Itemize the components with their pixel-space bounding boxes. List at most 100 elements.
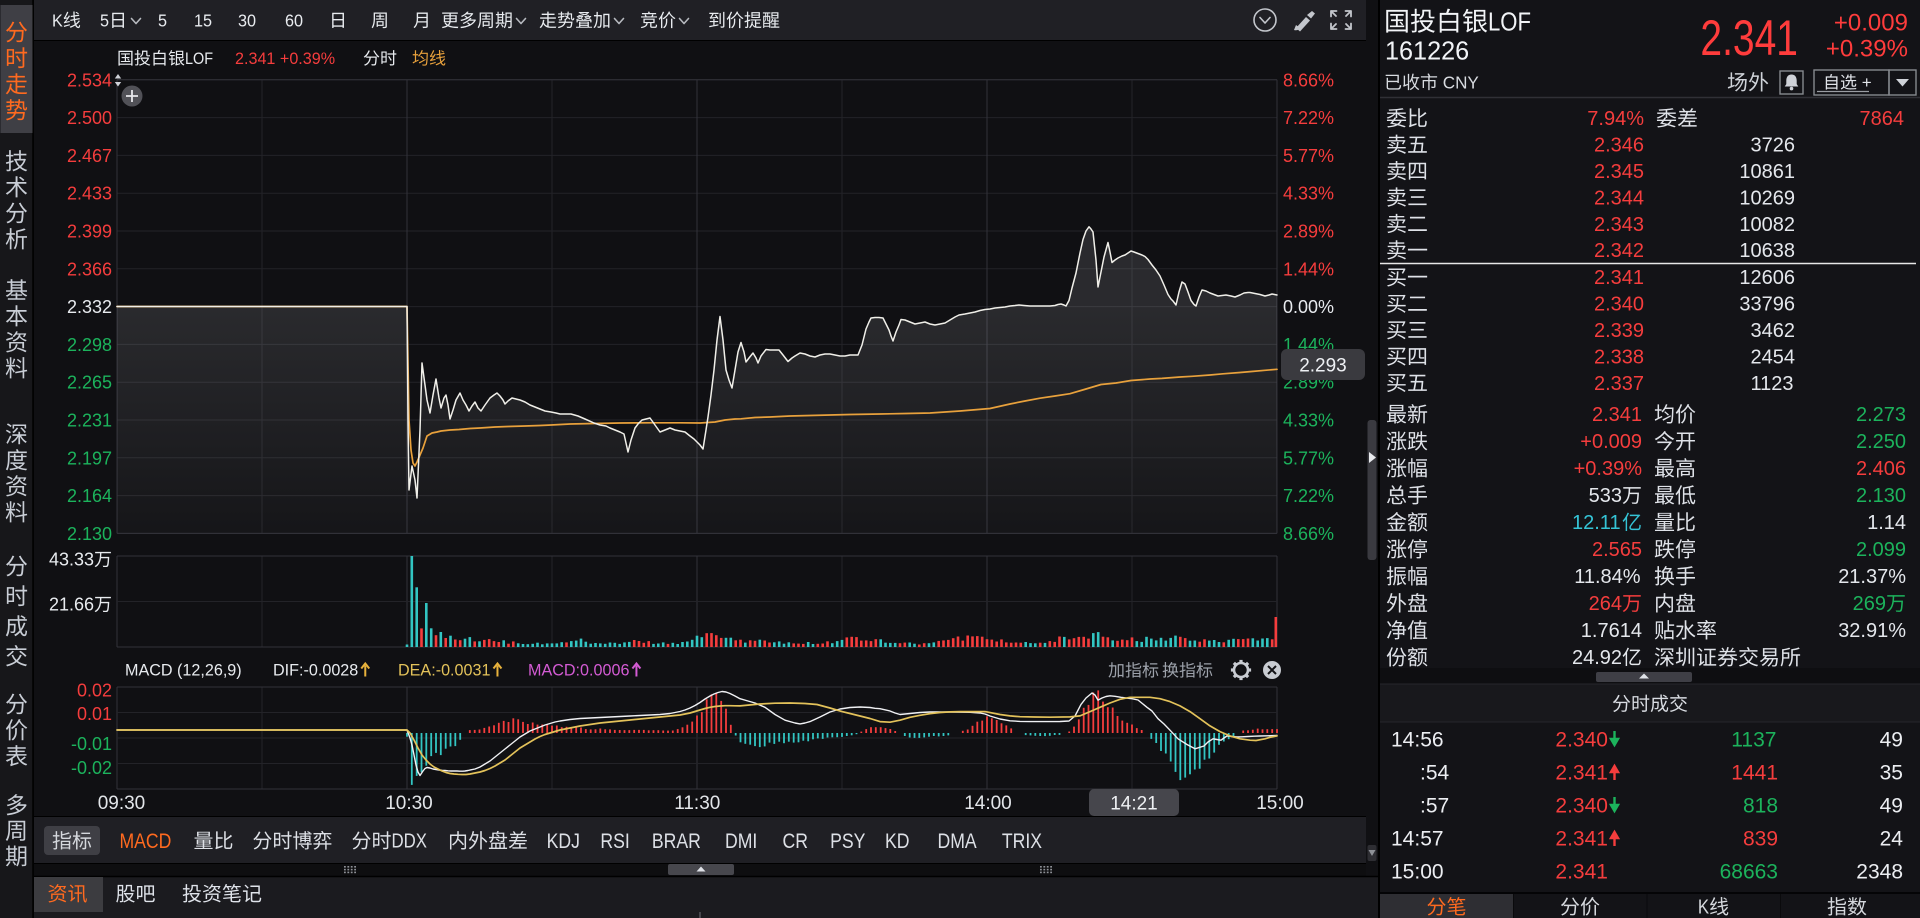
svg-text:2.344: 2.344 bbox=[1594, 187, 1644, 209]
svg-text:818: 818 bbox=[1743, 795, 1778, 818]
svg-text:35: 35 bbox=[1880, 762, 1903, 785]
svg-text:15:00: 15:00 bbox=[1391, 861, 1444, 884]
svg-text:2.341 +0.39%: 2.341 +0.39% bbox=[235, 49, 335, 68]
svg-text:3462: 3462 bbox=[1751, 320, 1796, 342]
svg-text:5: 5 bbox=[158, 11, 167, 31]
svg-text:LOF: LOF bbox=[185, 50, 213, 68]
svg-text:KD: KD bbox=[885, 830, 909, 854]
svg-text:1123: 1123 bbox=[1751, 373, 1794, 395]
svg-text:8.66%: 8.66% bbox=[1283, 70, 1334, 90]
svg-text:1137: 1137 bbox=[1731, 729, 1776, 752]
svg-text:0.00%: 0.00% bbox=[1283, 297, 1334, 317]
svg-text:DMI: DMI bbox=[725, 830, 757, 854]
svg-text:2.342: 2.342 bbox=[1594, 240, 1644, 262]
svg-text:21.66: 21.66 bbox=[49, 595, 94, 615]
svg-text:5.77%: 5.77% bbox=[1283, 448, 1334, 468]
svg-text:10082: 10082 bbox=[1739, 214, 1795, 236]
svg-text:-0.02: -0.02 bbox=[71, 758, 112, 778]
svg-text:24: 24 bbox=[1880, 828, 1904, 851]
svg-text:+0.009: +0.009 bbox=[1834, 10, 1908, 37]
svg-text:K: K bbox=[1698, 895, 1710, 918]
svg-text:2.341: 2.341 bbox=[1594, 267, 1644, 289]
svg-text:2.341: 2.341 bbox=[1555, 762, 1608, 785]
svg-text:12606: 12606 bbox=[1739, 267, 1795, 289]
svg-text:2.164: 2.164 bbox=[67, 486, 112, 506]
svg-text:DDX: DDX bbox=[392, 829, 427, 852]
svg-text:1.44%: 1.44% bbox=[1283, 259, 1334, 279]
svg-text:14:21: 14:21 bbox=[1110, 793, 1158, 814]
svg-text:7864: 7864 bbox=[1860, 108, 1905, 130]
svg-text:10638: 10638 bbox=[1739, 240, 1795, 262]
svg-text:2.338: 2.338 bbox=[1594, 346, 1644, 368]
svg-text:+0.009: +0.009 bbox=[1580, 431, 1642, 453]
svg-text:DMA: DMA bbox=[938, 830, 977, 854]
svg-text:11:30: 11:30 bbox=[674, 793, 720, 814]
svg-text:15:00: 15:00 bbox=[1256, 793, 1304, 814]
svg-text:2.341: 2.341 bbox=[1555, 861, 1608, 884]
svg-text:2.467: 2.467 bbox=[67, 146, 112, 166]
svg-text:DIF:-0.0028: DIF:-0.0028 bbox=[273, 660, 358, 679]
svg-text:11.84%: 11.84% bbox=[1574, 566, 1641, 588]
svg-text:RSI: RSI bbox=[600, 830, 629, 854]
svg-text:14:56: 14:56 bbox=[1391, 729, 1444, 752]
svg-text:4.33%: 4.33% bbox=[1283, 411, 1334, 431]
svg-text:5: 5 bbox=[100, 11, 109, 31]
svg-text:533: 533 bbox=[1589, 485, 1622, 507]
svg-text:60: 60 bbox=[285, 11, 303, 31]
svg-text:8.66%: 8.66% bbox=[1283, 524, 1334, 544]
svg-text:2348: 2348 bbox=[1856, 861, 1903, 884]
svg-text:2.366: 2.366 bbox=[67, 259, 112, 279]
svg-text:2.500: 2.500 bbox=[67, 108, 112, 128]
svg-text:+0.39%: +0.39% bbox=[1826, 36, 1908, 63]
svg-text:2.231: 2.231 bbox=[67, 411, 112, 431]
svg-text:21.37%: 21.37% bbox=[1838, 566, 1906, 588]
svg-text:10269: 10269 bbox=[1739, 187, 1795, 209]
svg-text:10861: 10861 bbox=[1739, 161, 1795, 183]
svg-text:2454: 2454 bbox=[1751, 346, 1796, 368]
svg-text:K: K bbox=[52, 11, 63, 31]
svg-text:CNY: CNY bbox=[1438, 72, 1479, 93]
svg-text:2.298: 2.298 bbox=[67, 335, 112, 355]
svg-text:2.340: 2.340 bbox=[1555, 729, 1608, 752]
svg-text:1.14: 1.14 bbox=[1867, 512, 1906, 534]
svg-text:1441: 1441 bbox=[1731, 762, 1778, 785]
svg-text:CR: CR bbox=[783, 830, 808, 854]
svg-text:10:30: 10:30 bbox=[385, 793, 433, 814]
svg-text:30: 30 bbox=[238, 11, 256, 31]
svg-text::57: :57 bbox=[1420, 795, 1449, 818]
svg-text:5.77%: 5.77% bbox=[1283, 146, 1334, 166]
svg-text:BRAR: BRAR bbox=[652, 830, 701, 854]
svg-text:2.130: 2.130 bbox=[1856, 485, 1906, 507]
svg-text:3726: 3726 bbox=[1751, 135, 1796, 157]
svg-text:2.346: 2.346 bbox=[1594, 135, 1644, 157]
svg-text:7.22%: 7.22% bbox=[1283, 108, 1334, 128]
svg-text:1.7614: 1.7614 bbox=[1581, 620, 1642, 642]
svg-text:2.89%: 2.89% bbox=[1283, 222, 1334, 242]
svg-text:24.92: 24.92 bbox=[1572, 647, 1622, 669]
svg-text:15: 15 bbox=[194, 11, 212, 31]
svg-text:-0.01: -0.01 bbox=[71, 734, 112, 754]
svg-text:49: 49 bbox=[1880, 795, 1903, 818]
svg-text:0.02: 0.02 bbox=[77, 681, 112, 701]
svg-text:2.332: 2.332 bbox=[67, 297, 112, 317]
svg-text:2.341: 2.341 bbox=[1592, 404, 1642, 426]
svg-text:2.399: 2.399 bbox=[67, 222, 112, 242]
svg-text:2.339: 2.339 bbox=[1594, 320, 1644, 342]
svg-text:4.33%: 4.33% bbox=[1283, 184, 1334, 204]
svg-text:0.01: 0.01 bbox=[77, 704, 112, 724]
svg-text:LOF: LOF bbox=[1488, 8, 1531, 37]
svg-text:2.250: 2.250 bbox=[1856, 431, 1906, 453]
svg-text:2.406: 2.406 bbox=[1856, 458, 1906, 480]
svg-text:+: + bbox=[1857, 73, 1872, 92]
svg-text:2.265: 2.265 bbox=[67, 373, 112, 393]
svg-text:49: 49 bbox=[1880, 729, 1903, 752]
svg-text:2.341: 2.341 bbox=[1700, 9, 1798, 66]
svg-text:PSY: PSY bbox=[830, 830, 865, 854]
svg-text:32.91%: 32.91% bbox=[1838, 620, 1906, 642]
svg-text:43.33: 43.33 bbox=[49, 550, 94, 570]
svg-text::54: :54 bbox=[1420, 762, 1450, 785]
svg-text:09:30: 09:30 bbox=[98, 793, 146, 814]
svg-text:68663: 68663 bbox=[1720, 861, 1778, 884]
svg-text:2.340: 2.340 bbox=[1594, 294, 1644, 316]
svg-text:12.11: 12.11 bbox=[1572, 512, 1621, 534]
